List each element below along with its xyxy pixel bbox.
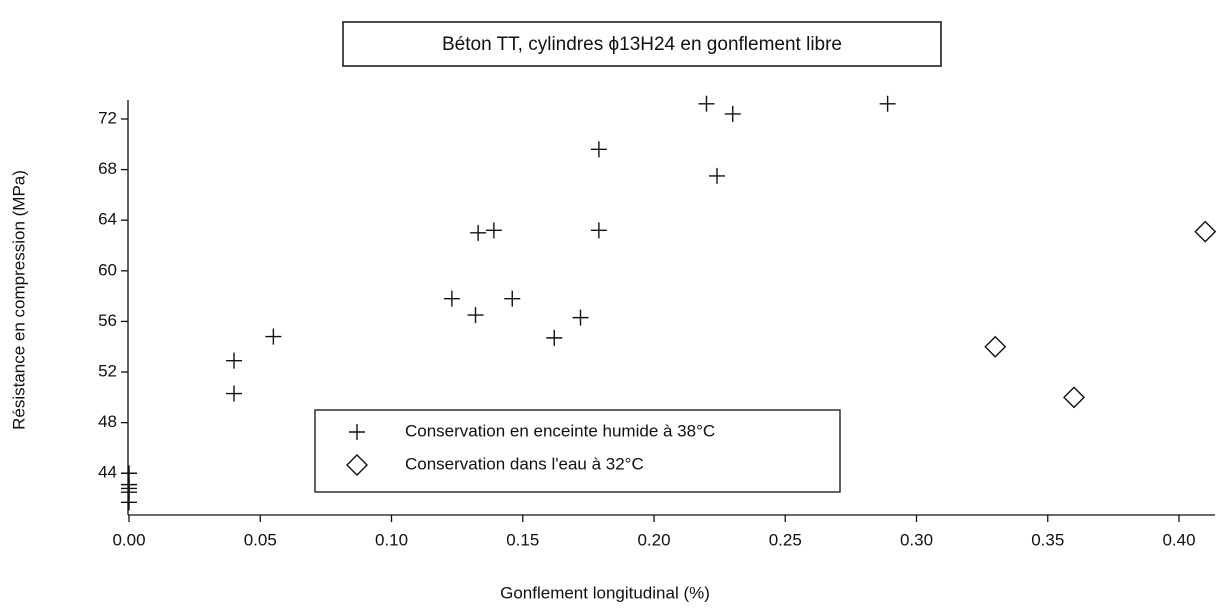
point bbox=[709, 167, 725, 184]
legend-marker bbox=[349, 424, 365, 440]
x-tick-label: 0.00 bbox=[112, 530, 145, 549]
y-tick-label: 68 bbox=[98, 159, 117, 178]
point bbox=[698, 95, 715, 112]
y-tick-label: 72 bbox=[98, 108, 117, 127]
point bbox=[226, 385, 242, 402]
point bbox=[504, 290, 521, 307]
point bbox=[1194, 220, 1217, 243]
point bbox=[121, 494, 137, 511]
point bbox=[1063, 386, 1085, 409]
x-tick-label: 0.10 bbox=[375, 530, 408, 549]
point bbox=[265, 328, 282, 345]
x-axis-label: Gonflement longitudinal (%) bbox=[500, 583, 710, 602]
x-tick-label: 0.35 bbox=[1031, 530, 1064, 549]
legend-label: Conservation en enceinte humide à 38°C bbox=[405, 421, 715, 440]
legend-label: Conservation dans l'eau à 32°C bbox=[405, 454, 644, 473]
y-tick-label: 52 bbox=[98, 362, 117, 381]
point bbox=[485, 222, 502, 239]
point bbox=[470, 224, 487, 241]
title-box bbox=[342, 21, 942, 67]
y-tick-label: 60 bbox=[98, 260, 117, 279]
point bbox=[590, 141, 607, 158]
point bbox=[724, 105, 741, 122]
point bbox=[467, 307, 484, 324]
x-tick-label: 0.30 bbox=[900, 530, 933, 549]
point bbox=[226, 352, 242, 369]
point bbox=[546, 329, 563, 346]
y-tick-label: 64 bbox=[98, 210, 117, 229]
point bbox=[984, 335, 1007, 358]
point bbox=[590, 222, 607, 239]
y-tick-label: 56 bbox=[98, 311, 117, 330]
legend-marker bbox=[346, 454, 368, 476]
y-tick-label: 48 bbox=[98, 412, 117, 431]
x-tick-label: 0.15 bbox=[506, 530, 539, 549]
x-tick-label: 0.40 bbox=[1162, 530, 1195, 549]
point bbox=[879, 95, 896, 112]
y-tick-label: 44 bbox=[98, 463, 117, 482]
x-tick-label: 0.05 bbox=[244, 530, 277, 549]
x-tick-label: 0.25 bbox=[769, 530, 802, 549]
x-tick-label: 0.20 bbox=[637, 530, 670, 549]
point bbox=[443, 290, 460, 307]
point bbox=[572, 309, 589, 326]
y-axis-label: Résistance en compression (MPa) bbox=[9, 170, 28, 430]
legend bbox=[314, 409, 841, 493]
chart-title: Béton TT, cylindres ϕ13H24 en gonflement… bbox=[442, 34, 842, 55]
